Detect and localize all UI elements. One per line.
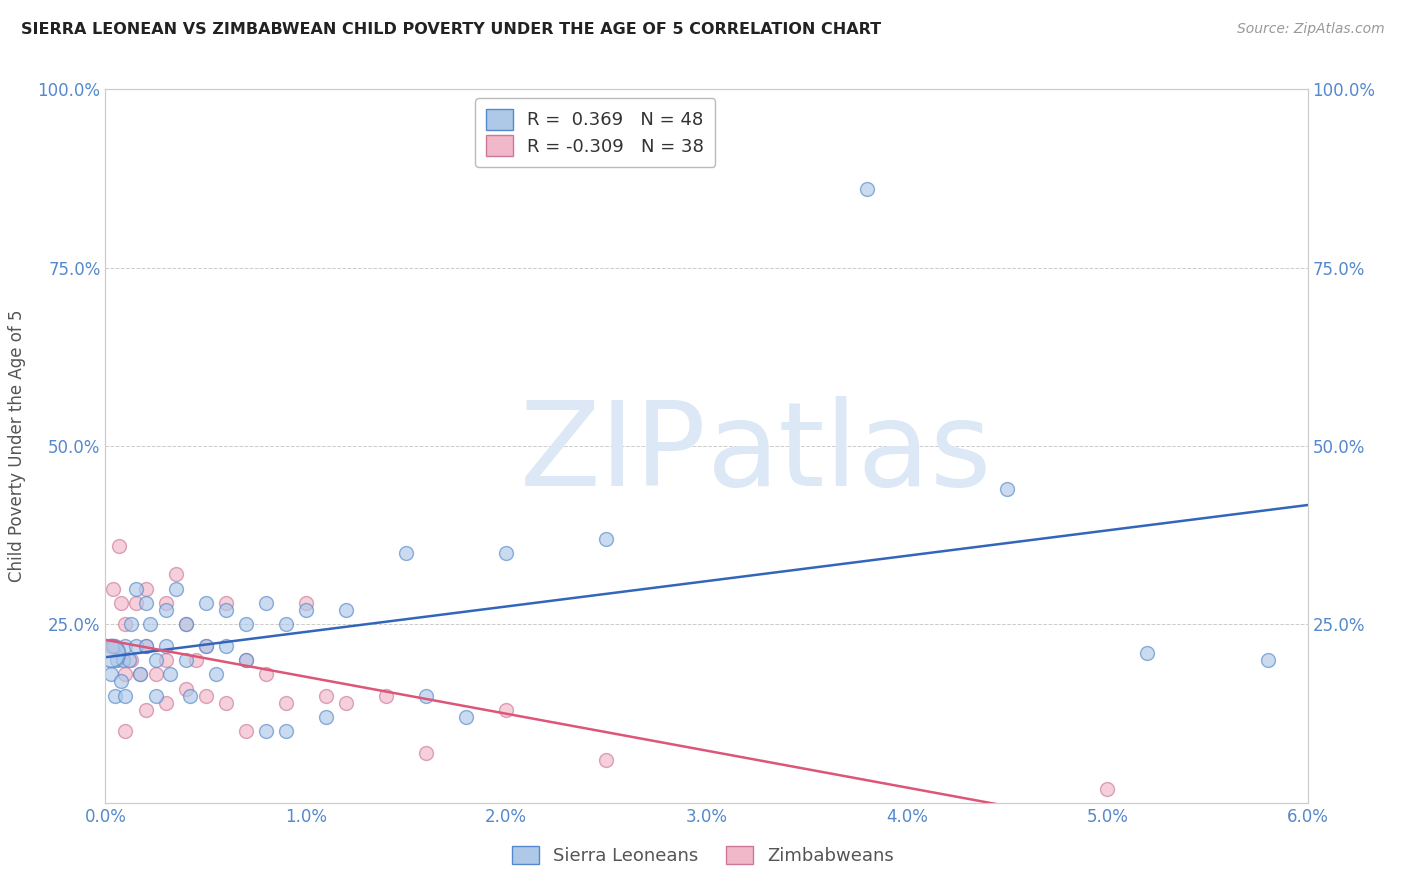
Point [135, 596, 157, 610]
Point [145, 667, 167, 681]
Point [114, 724, 136, 739]
Point [1097, 781, 1119, 796]
Point [454, 710, 477, 724]
Point [235, 617, 257, 632]
Point [235, 653, 257, 667]
Point [135, 582, 157, 596]
Point [155, 653, 177, 667]
Point [495, 703, 517, 717]
Point [104, 639, 127, 653]
Point [107, 653, 129, 667]
Point [100, 646, 122, 660]
Point [114, 617, 136, 632]
Point [415, 746, 437, 760]
Point [595, 753, 617, 767]
Point [855, 182, 877, 196]
Point [112, 653, 135, 667]
Point [103, 582, 125, 596]
Text: SIERRA LEONEAN VS ZIMBABWEAN CHILD POVERTY UNDER THE AGE OF 5 CORRELATION CHART: SIERRA LEONEAN VS ZIMBABWEAN CHILD POVER… [21, 22, 882, 37]
Point [204, 667, 226, 681]
Point [114, 639, 136, 653]
Point [174, 617, 197, 632]
Point [315, 710, 337, 724]
Legend: R =  0.369   N = 48, R = -0.309   N = 38: R = 0.369 N = 48, R = -0.309 N = 38 [475, 98, 716, 167]
Point [110, 596, 132, 610]
Point [155, 639, 177, 653]
Point [194, 689, 217, 703]
Point [274, 696, 297, 710]
Point [100, 667, 122, 681]
Point [995, 482, 1018, 496]
Point [214, 596, 236, 610]
Point [295, 603, 318, 617]
Point [165, 567, 187, 582]
Point [128, 667, 150, 681]
Point [335, 696, 357, 710]
Point [395, 546, 418, 560]
Point [235, 653, 257, 667]
Point [214, 639, 236, 653]
Point [135, 639, 157, 653]
Point [179, 689, 201, 703]
Point [121, 617, 143, 632]
Point [110, 674, 132, 689]
Text: ZIP: ZIP [520, 396, 707, 510]
Point [1257, 653, 1279, 667]
Point [104, 689, 127, 703]
Point [155, 596, 177, 610]
Point [194, 639, 217, 653]
Point [184, 653, 207, 667]
Point [214, 603, 236, 617]
Point [118, 653, 141, 667]
Point [159, 667, 181, 681]
Point [315, 689, 337, 703]
Point [155, 696, 177, 710]
Point [595, 532, 617, 546]
Point [235, 724, 257, 739]
Text: atlas: atlas [707, 396, 991, 510]
Text: Source: ZipAtlas.com: Source: ZipAtlas.com [1237, 22, 1385, 37]
Point [121, 653, 143, 667]
Point [165, 582, 187, 596]
Point [128, 667, 150, 681]
Point [135, 639, 157, 653]
Point [214, 696, 236, 710]
Point [135, 703, 157, 717]
Point [114, 667, 136, 681]
Point [254, 667, 277, 681]
Point [254, 724, 277, 739]
Point [194, 596, 217, 610]
Point [254, 596, 277, 610]
Point [145, 689, 167, 703]
Point [124, 639, 146, 653]
Point [374, 689, 398, 703]
Point [174, 681, 197, 696]
Point [155, 603, 177, 617]
Point [1136, 646, 1159, 660]
Point [145, 653, 167, 667]
Point [194, 639, 217, 653]
Point [103, 639, 125, 653]
Point [174, 617, 197, 632]
Point [124, 596, 146, 610]
Point [174, 653, 197, 667]
Point [274, 724, 297, 739]
Point [124, 582, 146, 596]
Point [138, 617, 160, 632]
Point [100, 639, 122, 653]
Point [495, 546, 517, 560]
Point [415, 689, 437, 703]
Point [108, 539, 131, 553]
Point [335, 603, 357, 617]
Point [274, 617, 297, 632]
Y-axis label: Child Poverty Under the Age of 5: Child Poverty Under the Age of 5 [8, 310, 27, 582]
Legend: Sierra Leoneans, Zimbabweans: Sierra Leoneans, Zimbabweans [505, 838, 901, 872]
Point [114, 689, 136, 703]
Point [295, 596, 318, 610]
